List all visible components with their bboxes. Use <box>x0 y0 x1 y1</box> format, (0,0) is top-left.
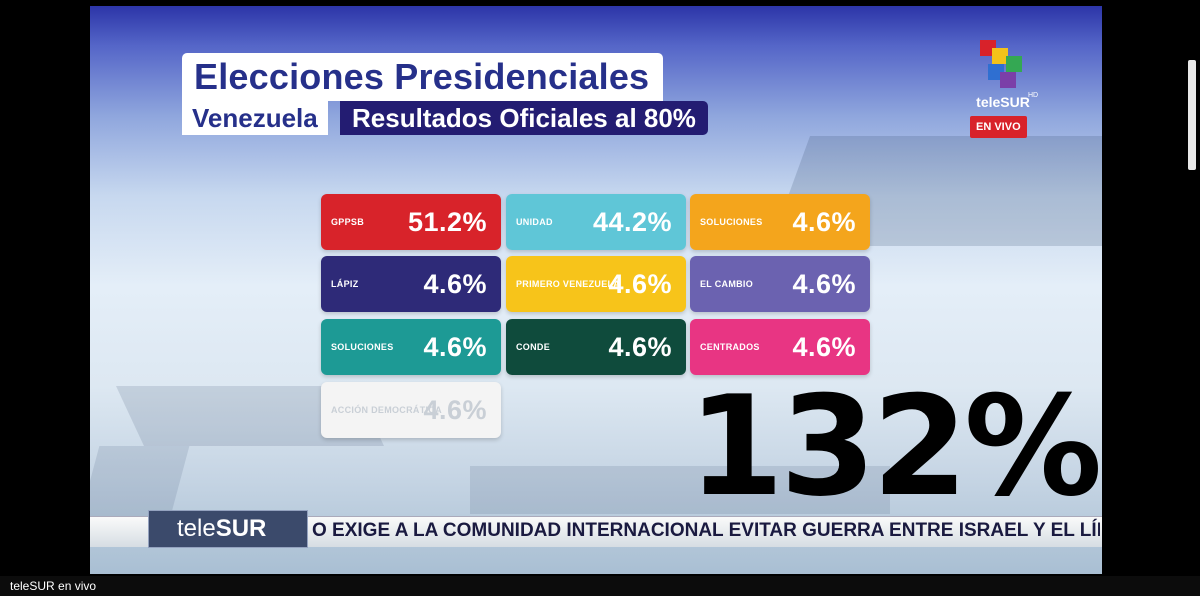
ticker-brand-suffix: SUR <box>215 515 267 542</box>
logo-square-icon <box>1006 56 1022 72</box>
result-card-soluciones: SOLUCIONES 4.6% <box>690 194 870 250</box>
stream-title[interactable]: teleSUR en vivo <box>10 579 97 593</box>
result-percent: 4.6% <box>792 331 856 362</box>
result-card-accion-democratica: ACCIÓN DEMOCRÁTICA 4.6% <box>321 382 501 438</box>
channel-logo: teleSUR HD EN VIVO <box>970 36 1040 144</box>
result-percent: 4.6% <box>423 394 487 425</box>
background-shape <box>470 466 890 514</box>
logo-square-icon <box>1000 72 1016 88</box>
party-logo: SOLUCIONES <box>331 341 394 352</box>
results-label: Resultados Oficiales al 80% <box>340 101 708 135</box>
result-card-conde: CONDE 4.6% <box>506 319 686 375</box>
party-logo: UNIDAD <box>516 216 553 227</box>
result-percent: 51.2% <box>407 206 487 237</box>
result-card-primero-venezuela: PRIMERO VENEZUELA 4.6% <box>506 256 686 312</box>
result-card-soluciones-2: SOLUCIONES 4.6% <box>321 319 501 375</box>
page-title: Elecciones Presidenciales <box>182 53 664 101</box>
country-label: Venezuela <box>182 101 328 135</box>
party-logo: CONDE <box>516 341 551 352</box>
result-percent: 4.6% <box>423 268 487 299</box>
ticker-headline: O EXIGE A LA COMUNIDAD INTERNACIONAL EVI… <box>312 520 1100 541</box>
result-percent: 4.6% <box>608 268 672 299</box>
hd-badge: HD <box>1028 92 1039 99</box>
background-shape <box>90 446 190 516</box>
result-percent: 4.6% <box>792 268 856 299</box>
scrollbar-thumb[interactable] <box>1188 60 1196 170</box>
result-percent: 44.2% <box>592 206 672 237</box>
result-percent: 4.6% <box>423 331 487 362</box>
result-card-unidad: UNIDAD 44.2% <box>506 194 686 250</box>
result-card-lapiz: LÁPIZ 4.6% <box>321 256 501 312</box>
ticker-brand-prefix: tele <box>177 515 216 542</box>
party-logo: CENTRADOS <box>700 341 760 352</box>
result-card-el-cambio: EL CAMBIO 4.6% <box>690 256 870 312</box>
total-percent-overlay: 132% <box>688 366 1102 527</box>
party-logo: PRIMERO VENEZUELA <box>516 278 621 289</box>
logo-square-icon <box>992 48 1008 64</box>
party-logo: GPPSB <box>331 216 365 227</box>
party-logo: EL CAMBIO <box>700 278 754 289</box>
result-card-gppsb: GPPSB 51.2% <box>321 194 501 250</box>
player-bottom-bar <box>0 576 1200 596</box>
party-logo: ACCIÓN DEMOCRÁTICA <box>331 404 442 415</box>
result-percent: 4.6% <box>608 331 672 362</box>
live-badge: EN VIVO <box>970 116 1027 138</box>
ticker-brand: tele SUR <box>148 510 308 548</box>
channel-name: teleSUR <box>976 94 1030 110</box>
result-percent: 4.6% <box>792 206 856 237</box>
result-card-centrados: CENTRADOS 4.6% <box>690 319 870 375</box>
party-logo: SOLUCIONES <box>700 216 763 227</box>
party-logo: LÁPIZ <box>331 278 359 289</box>
